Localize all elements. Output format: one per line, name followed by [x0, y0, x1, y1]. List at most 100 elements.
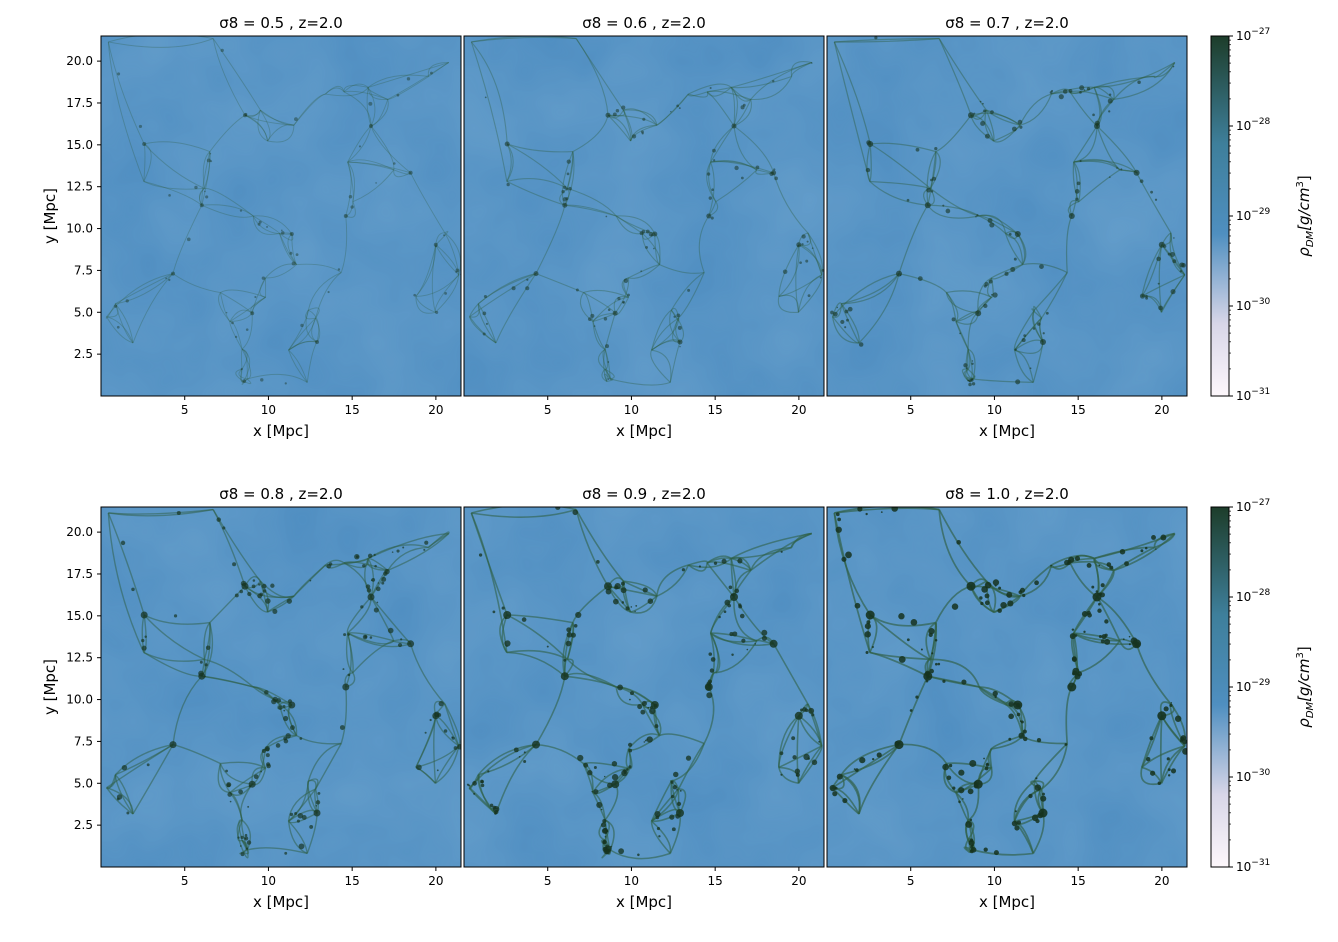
halo: [841, 556, 847, 562]
halo: [342, 668, 345, 671]
halo: [283, 715, 289, 722]
filament: [241, 348, 248, 370]
filament: [471, 36, 577, 43]
halo: [285, 733, 291, 739]
filament: [945, 292, 979, 314]
halo: [780, 550, 783, 553]
filament: [832, 743, 900, 789]
halo: [1006, 591, 1013, 598]
halo: [424, 731, 427, 734]
filament: [1041, 743, 1069, 790]
halo-hub: [408, 170, 413, 175]
halo: [317, 792, 321, 795]
filament: [218, 292, 231, 322]
halo: [791, 736, 796, 741]
filament: [219, 292, 231, 322]
filament: [434, 745, 460, 784]
halo: [315, 800, 321, 805]
filament: [706, 91, 735, 127]
density-texture: [464, 507, 824, 867]
halo: [971, 360, 974, 362]
halo: [792, 755, 797, 760]
filament: [471, 508, 577, 518]
filament: [650, 349, 671, 383]
filament: [347, 159, 395, 171]
filament: [114, 774, 134, 815]
halo: [275, 743, 281, 748]
halo: [734, 165, 739, 171]
filament: [259, 277, 266, 298]
filament: [241, 348, 248, 380]
halo-hub: [562, 202, 568, 208]
halo: [676, 788, 678, 791]
colorbar-tick-label: 10−28: [1236, 588, 1271, 604]
filament: [229, 309, 253, 322]
halo: [384, 568, 390, 575]
halo-hub: [1133, 169, 1140, 176]
axes-frame: [826, 506, 1188, 868]
filament: [592, 296, 629, 322]
halo: [1014, 348, 1017, 351]
halo: [942, 679, 946, 683]
halo-hub: [867, 141, 874, 147]
halo: [472, 781, 477, 786]
halo: [952, 786, 956, 790]
y-tick-label: 5.0: [74, 305, 93, 319]
filament: [778, 767, 799, 785]
filament: [325, 85, 345, 95]
halo: [298, 843, 305, 850]
filament: [235, 368, 244, 382]
halo-hub: [730, 593, 738, 601]
halo: [1109, 176, 1111, 178]
filament: [387, 76, 429, 100]
halo: [237, 836, 240, 839]
halo: [1155, 548, 1157, 550]
filament: [831, 787, 860, 815]
halo: [1091, 585, 1095, 589]
halo: [845, 551, 852, 559]
filament: [979, 214, 1007, 234]
filament: [1019, 564, 1052, 597]
filament: [601, 368, 608, 382]
filament: [307, 272, 342, 311]
filament: [477, 303, 497, 344]
filament: [1071, 161, 1078, 217]
filament: [279, 703, 298, 736]
filament: [938, 509, 988, 582]
y-tick-label: 17.5: [66, 96, 93, 110]
halo: [741, 638, 746, 643]
halo: [761, 635, 767, 641]
halo: [627, 293, 630, 297]
halo: [165, 277, 167, 280]
filament: [730, 558, 735, 598]
halo: [1128, 635, 1131, 638]
halo: [455, 268, 460, 273]
halo-hub: [369, 124, 373, 128]
filament: [927, 204, 980, 217]
filament: [241, 839, 250, 855]
filament: [288, 310, 309, 351]
y-tick-label: 7.5: [74, 263, 93, 277]
halo-hub: [704, 683, 713, 691]
halo: [526, 278, 529, 281]
filament: [507, 143, 573, 153]
halo: [327, 290, 330, 294]
halo: [1016, 820, 1021, 825]
halo: [1169, 251, 1175, 257]
filament: [602, 348, 611, 380]
halo: [238, 789, 243, 795]
halo: [670, 780, 674, 784]
halo: [992, 579, 1000, 586]
filament: [347, 161, 394, 171]
halo: [989, 222, 995, 228]
halo: [984, 766, 989, 771]
filament: [607, 114, 631, 142]
filament: [288, 340, 318, 351]
halo: [251, 584, 256, 589]
halo: [521, 617, 527, 622]
halo: [931, 652, 934, 655]
halo: [240, 835, 244, 840]
filament: [1094, 75, 1155, 89]
halo: [1104, 619, 1109, 624]
filament: [143, 143, 152, 182]
